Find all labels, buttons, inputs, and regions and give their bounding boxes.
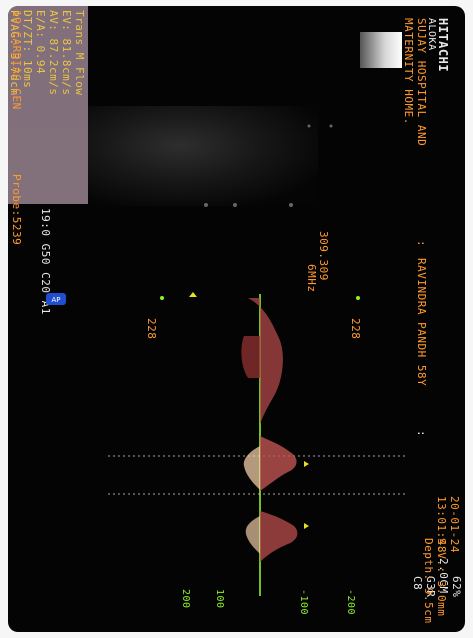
doppler-wave-3-peak bbox=[245, 516, 260, 554]
ap-badge bbox=[46, 293, 66, 305]
ap-badge-label: AP bbox=[51, 296, 60, 304]
cursor-dot-1 bbox=[160, 296, 164, 300]
tick-neg200: -200 bbox=[345, 589, 356, 616]
doppler-trace: AP bbox=[46, 124, 408, 596]
depth-marker-3 bbox=[289, 203, 293, 207]
doppler-wave-1 bbox=[248, 298, 283, 424]
b-mode-image bbox=[88, 106, 318, 206]
marker-triangle-1 bbox=[189, 292, 197, 297]
tick-neg100: -100 bbox=[298, 589, 309, 616]
depth-marker-5 bbox=[329, 124, 333, 128]
cursor-dot-2 bbox=[356, 296, 360, 300]
measurement-panel: Trans M Flow EV: 81.8cm/s AV: 87.2cm/s E… bbox=[8, 6, 88, 204]
depth-marker-1 bbox=[204, 203, 208, 207]
depth-marker-2 bbox=[233, 203, 237, 207]
ultrasound-screen: Trans M Flow EV: 81.8cm/s AV: 87.2cm/s E… bbox=[8, 6, 465, 632]
depth-marker-4 bbox=[307, 124, 311, 128]
grey-scale-bar bbox=[360, 32, 402, 68]
tick-100: 100 bbox=[214, 589, 225, 609]
marker-triangle-2 bbox=[304, 461, 309, 467]
doppler-wave-2 bbox=[260, 436, 297, 491]
tick-200: 200 bbox=[180, 589, 191, 609]
doppler-wave-2-peak bbox=[243, 446, 260, 490]
doppler-wave-1b bbox=[241, 336, 260, 378]
marker-triangle-3 bbox=[304, 523, 309, 529]
doppler-wave-3 bbox=[260, 511, 298, 562]
